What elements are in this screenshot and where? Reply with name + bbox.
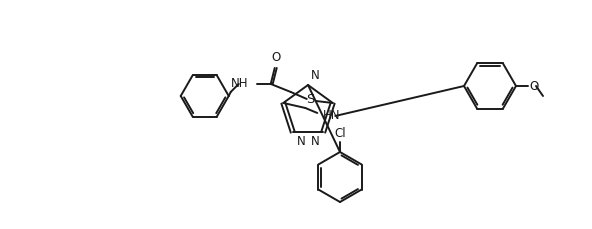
Text: HN: HN: [323, 109, 341, 123]
Text: NH: NH: [231, 77, 249, 90]
Text: N: N: [311, 135, 319, 148]
Text: O: O: [271, 51, 281, 64]
Text: N: N: [297, 135, 305, 148]
Text: O: O: [529, 79, 538, 93]
Text: Cl: Cl: [334, 127, 346, 140]
Text: N: N: [311, 69, 320, 82]
Text: S: S: [307, 93, 315, 106]
